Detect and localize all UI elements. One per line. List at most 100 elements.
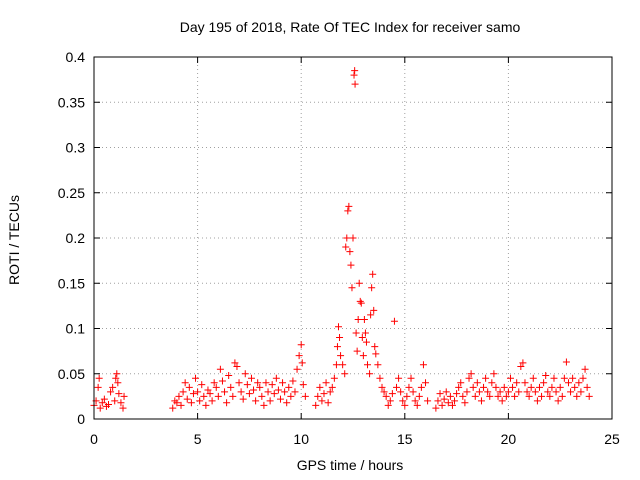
y-tick-label: 0.1 bbox=[66, 321, 86, 337]
data-point bbox=[422, 379, 430, 387]
data-point bbox=[237, 388, 245, 396]
data-point bbox=[550, 374, 558, 382]
data-point bbox=[216, 365, 224, 373]
data-point bbox=[361, 329, 369, 337]
data-point bbox=[187, 399, 195, 407]
data-point bbox=[451, 397, 459, 405]
data-point bbox=[291, 388, 299, 396]
y-tick-label: 0 bbox=[77, 411, 85, 427]
data-point bbox=[250, 386, 258, 394]
data-point bbox=[183, 395, 191, 403]
data-point bbox=[200, 392, 208, 400]
data-point bbox=[326, 388, 334, 396]
data-point bbox=[235, 379, 243, 387]
data-point bbox=[397, 388, 405, 396]
data-point bbox=[342, 243, 350, 251]
data-point bbox=[262, 379, 270, 387]
data-point bbox=[506, 374, 514, 382]
data-point bbox=[513, 379, 521, 387]
x-tick-label: 15 bbox=[397, 431, 413, 447]
data-point bbox=[359, 352, 367, 360]
chart-title: Day 195 of 2018, Rate Of TEC Index for r… bbox=[180, 19, 521, 35]
data-point bbox=[552, 388, 560, 396]
data-point bbox=[336, 334, 344, 342]
data-point bbox=[358, 334, 366, 342]
data-point bbox=[113, 370, 121, 378]
data-point bbox=[511, 392, 519, 400]
data-point bbox=[544, 388, 552, 396]
data-point bbox=[276, 395, 284, 403]
data-point bbox=[364, 361, 372, 369]
data-point bbox=[393, 383, 401, 391]
data-point bbox=[345, 202, 353, 210]
data-point bbox=[339, 361, 347, 369]
data-point bbox=[376, 374, 384, 382]
data-point bbox=[369, 270, 377, 278]
data-point bbox=[362, 338, 370, 346]
data-point bbox=[105, 401, 113, 409]
data-point bbox=[231, 359, 239, 367]
y-tick-label: 0.35 bbox=[58, 94, 85, 110]
data-point bbox=[480, 383, 488, 391]
data-point bbox=[569, 374, 577, 382]
data-point bbox=[515, 388, 523, 396]
data-point bbox=[395, 374, 403, 382]
data-point bbox=[333, 343, 341, 351]
data-point bbox=[378, 383, 386, 391]
data-point bbox=[409, 388, 417, 396]
data-point bbox=[196, 397, 204, 405]
data-point bbox=[109, 383, 117, 391]
data-point bbox=[181, 379, 189, 387]
data-point bbox=[194, 388, 202, 396]
data-point bbox=[332, 361, 340, 369]
data-point bbox=[351, 67, 359, 75]
data-point bbox=[212, 383, 220, 391]
data-point bbox=[372, 350, 380, 358]
data-point bbox=[558, 392, 566, 400]
data-point bbox=[233, 363, 241, 371]
data-point bbox=[117, 399, 125, 407]
x-tick-label: 5 bbox=[194, 431, 202, 447]
data-point bbox=[316, 383, 324, 391]
data-point bbox=[289, 377, 297, 385]
data-point bbox=[344, 207, 352, 215]
data-point bbox=[223, 399, 231, 407]
data-point bbox=[189, 390, 197, 398]
data-point bbox=[374, 361, 382, 369]
data-point bbox=[210, 379, 218, 387]
data-point bbox=[352, 329, 360, 337]
data-point bbox=[405, 383, 413, 391]
data-point bbox=[562, 358, 570, 366]
data-point bbox=[407, 374, 415, 382]
data-point bbox=[192, 374, 200, 382]
data-point bbox=[465, 374, 473, 382]
data-point bbox=[264, 388, 272, 396]
data-point bbox=[444, 399, 452, 407]
data-point bbox=[453, 390, 461, 398]
data-point bbox=[386, 397, 394, 405]
data-point bbox=[525, 392, 533, 400]
data-point bbox=[459, 392, 467, 400]
data-point bbox=[440, 395, 448, 403]
data-point bbox=[494, 392, 502, 400]
data-point bbox=[179, 388, 187, 396]
data-point bbox=[185, 383, 193, 391]
data-point bbox=[202, 401, 210, 409]
data-point bbox=[274, 386, 282, 394]
data-point bbox=[471, 392, 479, 400]
data-point bbox=[382, 392, 390, 400]
data-point bbox=[467, 370, 475, 378]
data-point bbox=[299, 381, 307, 389]
data-point bbox=[488, 379, 496, 387]
data-point bbox=[95, 374, 103, 382]
data-point bbox=[523, 388, 531, 396]
data-point bbox=[560, 374, 568, 382]
data-point bbox=[455, 383, 463, 391]
data-point bbox=[546, 392, 554, 400]
data-point bbox=[380, 388, 388, 396]
data-point bbox=[245, 390, 253, 398]
data-point bbox=[293, 365, 301, 373]
data-point bbox=[218, 377, 226, 385]
data-point bbox=[415, 392, 423, 400]
data-point bbox=[475, 388, 483, 396]
